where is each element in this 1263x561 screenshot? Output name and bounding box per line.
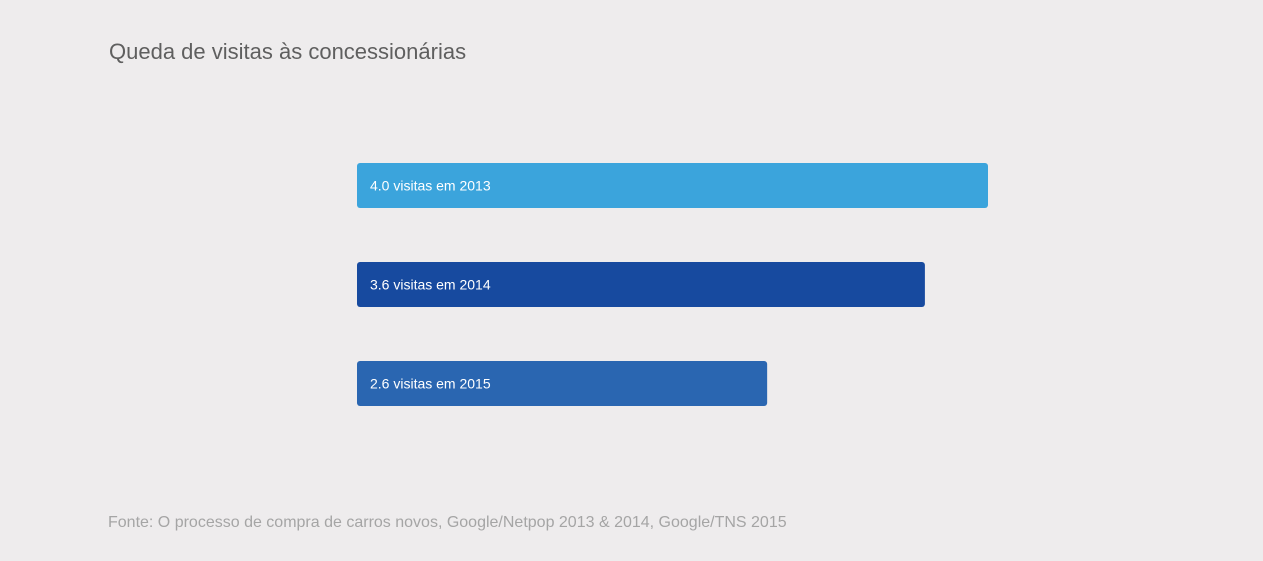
- chart-title: Queda de visitas às concessionárias: [109, 39, 467, 64]
- bar-2014: [357, 262, 925, 307]
- bar-label-2014: 3.6 visitas em 2014: [370, 277, 491, 293]
- bar-2013: [357, 163, 988, 208]
- bar-2015: [357, 361, 768, 406]
- bar-label-2013: 4.0 visitas em 2013: [370, 178, 491, 194]
- bar-label-2015: 2.6 visitas em 2015: [370, 376, 491, 392]
- source-note: Fonte: O processo de compra de carros no…: [108, 514, 787, 531]
